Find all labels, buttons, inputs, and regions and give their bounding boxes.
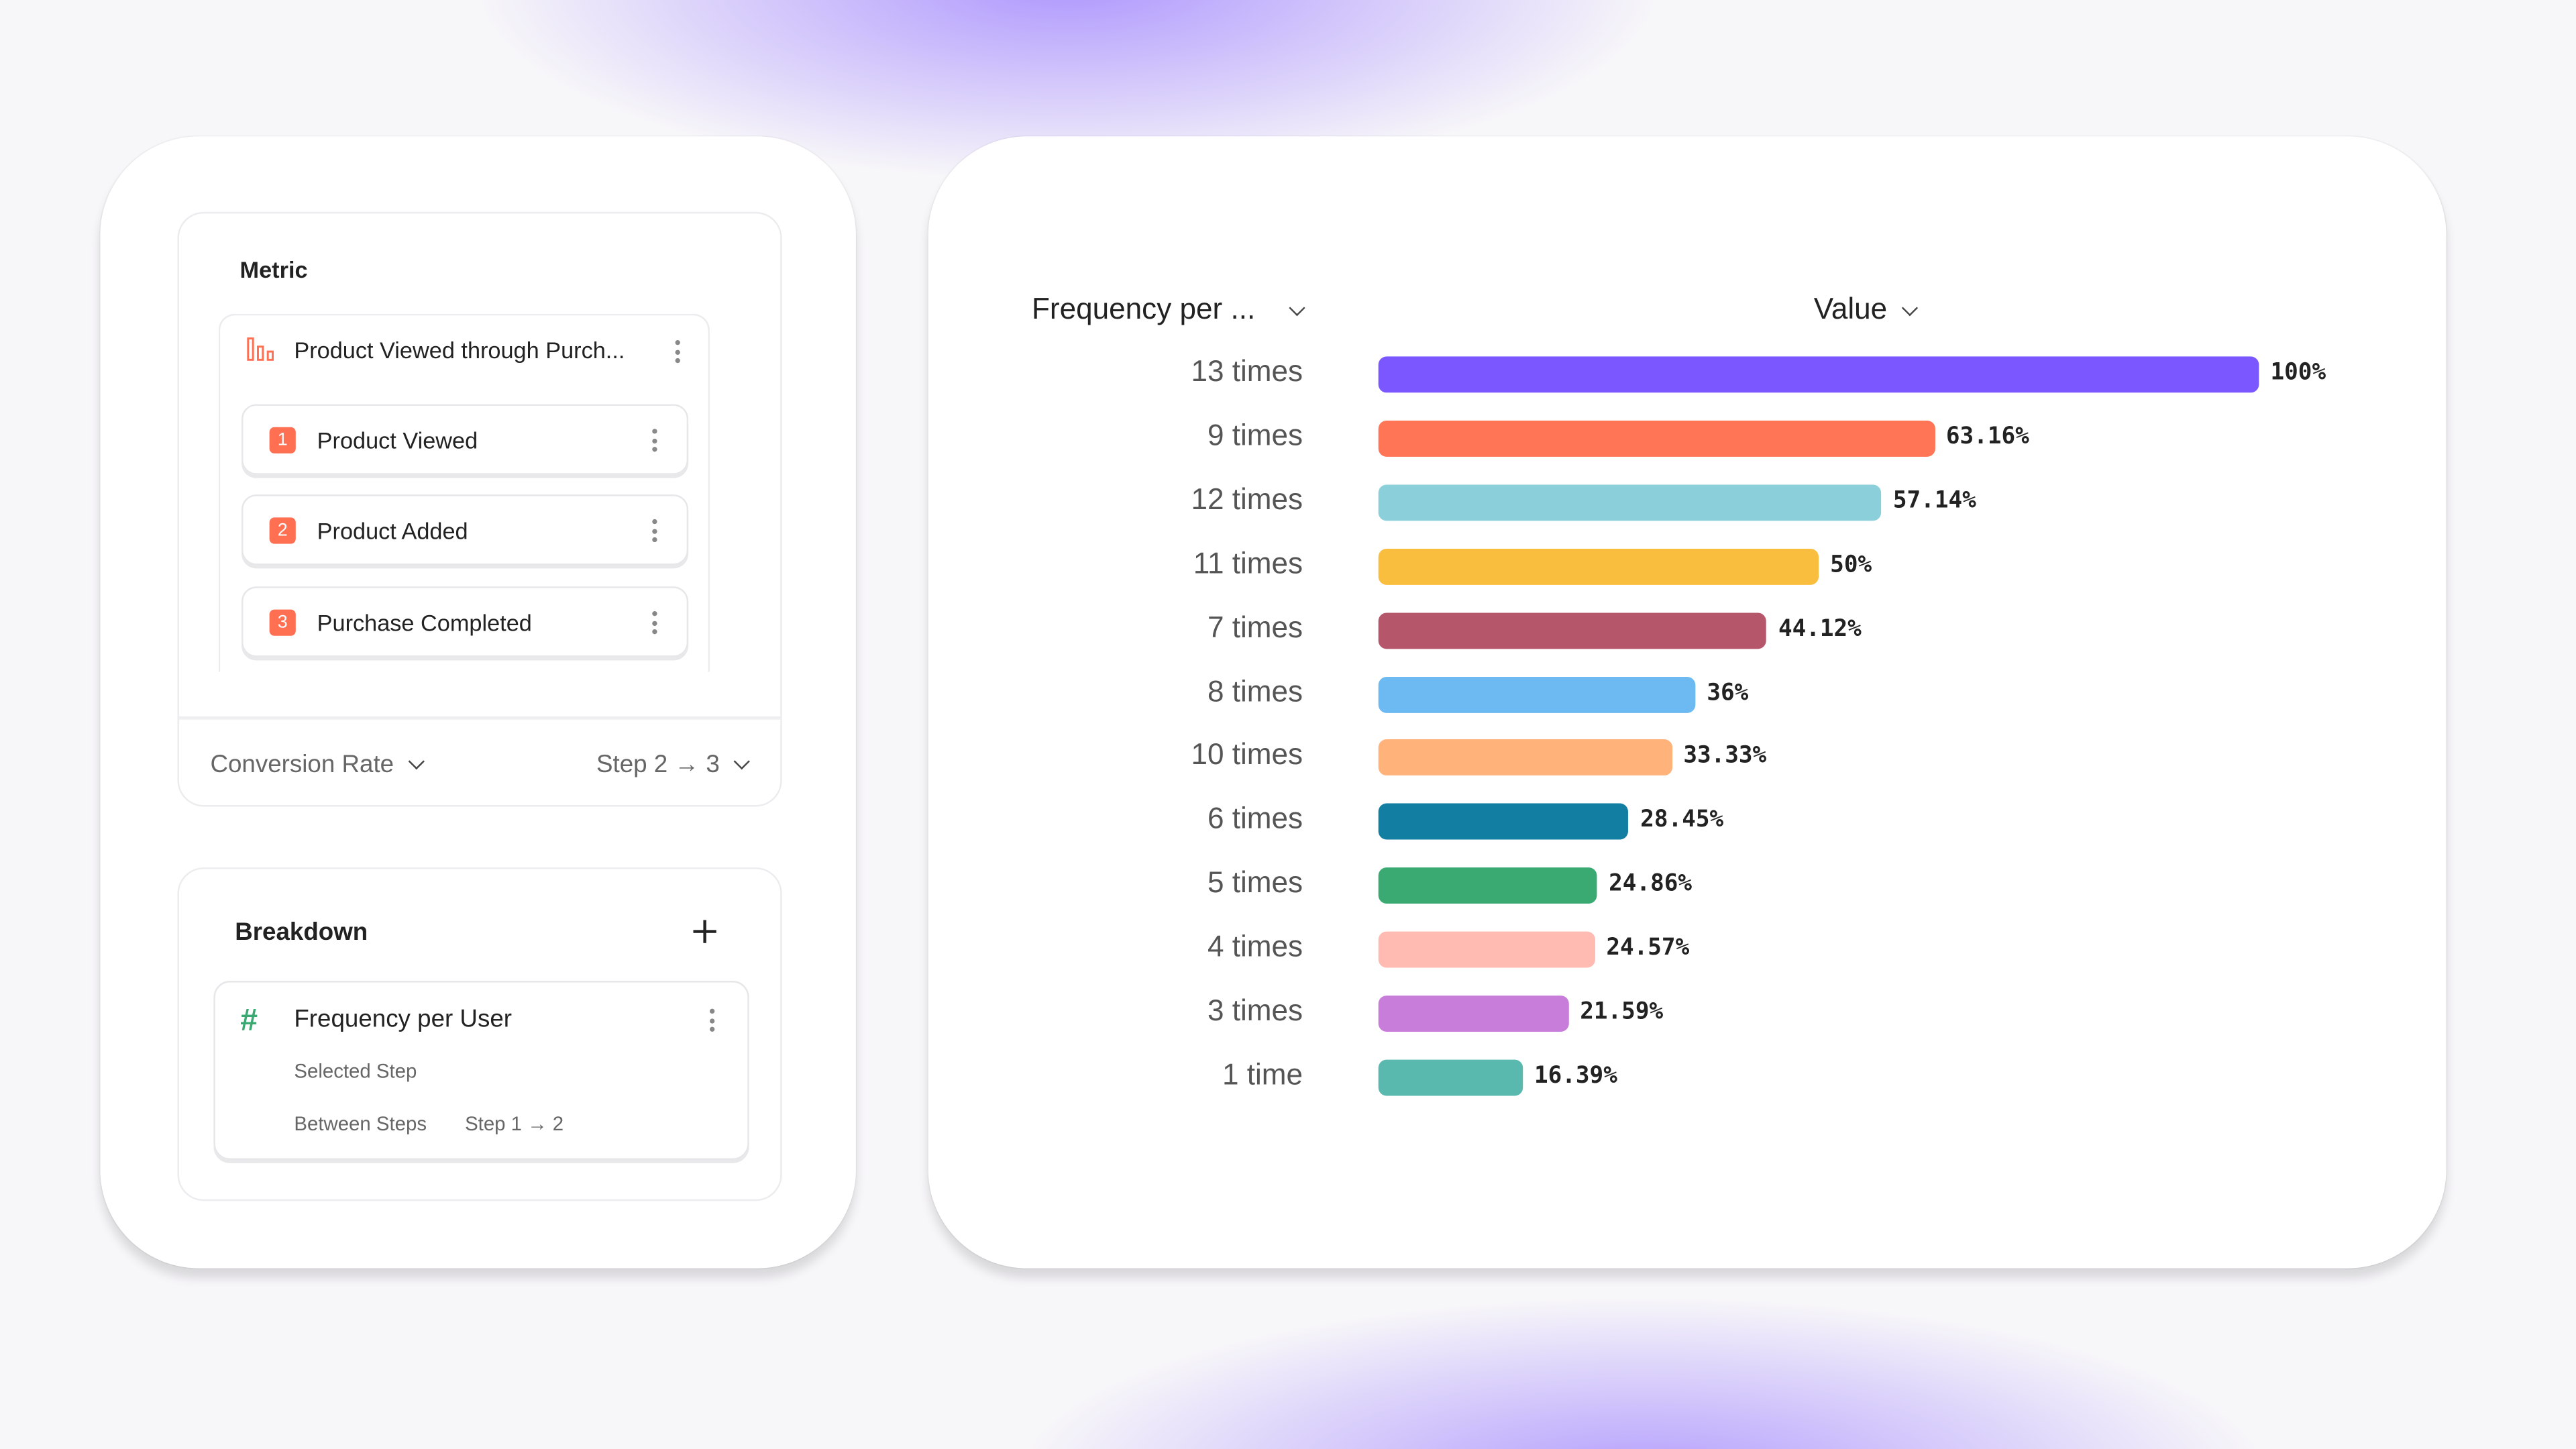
- category-label: 3 times: [1207, 994, 1303, 1027]
- bar-row: 7 times 44.12%: [928, 610, 2407, 649]
- step-number-badge: 3: [269, 608, 296, 635]
- bar[interactable]: [1378, 996, 1569, 1032]
- value-label: 24.86%: [1609, 871, 1693, 898]
- add-breakdown-button[interactable]: [692, 918, 718, 945]
- category-label: 10 times: [1191, 738, 1303, 771]
- selected-step-label: Selected Step: [294, 1059, 417, 1083]
- bar[interactable]: [1378, 804, 1629, 841]
- step-label: Product Viewed: [317, 426, 478, 453]
- bar[interactable]: [1378, 548, 1819, 585]
- step-label: Purchase Completed: [317, 608, 532, 635]
- bar[interactable]: [1378, 356, 2259, 393]
- chevron-down-icon: [1289, 300, 1305, 317]
- funnel-chart-icon: [246, 337, 276, 362]
- hash-icon: #: [239, 1004, 258, 1038]
- funnel-step-2[interactable]: 2 Product Added: [241, 494, 689, 566]
- value-label: 21.59%: [1580, 998, 1664, 1026]
- category-label: 6 times: [1207, 802, 1303, 835]
- metric-heading: Metric: [239, 256, 308, 283]
- chevron-down-icon: [733, 753, 750, 770]
- breakdown-section: Breakdown # Frequency per User Selected …: [177, 867, 782, 1201]
- value-label: 44.12%: [1778, 615, 1862, 642]
- between-steps-label: Between Steps: [294, 1112, 427, 1136]
- value-label: 16.39%: [1534, 1063, 1617, 1089]
- bar[interactable]: [1378, 1059, 1523, 1096]
- value-label: 24.57%: [1606, 934, 1690, 961]
- bar-row: 1 time 16.39%: [928, 1057, 2407, 1096]
- value-label: 28.45%: [1640, 807, 1724, 834]
- step-number-badge: 1: [269, 426, 296, 453]
- value-column-label: Value: [1813, 292, 1888, 325]
- value-dropdown[interactable]: Value: [1813, 292, 1918, 327]
- funnel-more-icon[interactable]: [675, 339, 682, 364]
- step-more-icon[interactable]: [652, 519, 659, 543]
- value-label: 100%: [2270, 360, 2326, 386]
- category-label: 5 times: [1207, 866, 1303, 900]
- breakdown-item[interactable]: # Frequency per User Selected Step Betwe…: [213, 981, 749, 1160]
- measure-value: Conversion Rate: [210, 751, 394, 779]
- category-label: 11 times: [1193, 546, 1303, 580]
- breakdown-item-name: Frequency per User: [294, 1005, 513, 1034]
- query-panel: Metric Product Viewed through Purch... 1…: [100, 136, 856, 1269]
- bar-row: 3 times 21.59%: [928, 994, 2407, 1032]
- step-more-icon[interactable]: [652, 611, 659, 635]
- bar-row: 5 times 24.86%: [928, 866, 2407, 904]
- step-range-value: Step 2 → 3: [596, 751, 720, 779]
- group-by-dropdown[interactable]: Frequency per ...: [1031, 292, 1305, 327]
- bar-row: 8 times 36%: [928, 674, 2407, 712]
- value-label: 57.14%: [1892, 487, 1976, 515]
- bar[interactable]: [1378, 867, 1598, 904]
- category-label: 13 times: [1191, 354, 1303, 388]
- measure-dropdown[interactable]: Conversion Rate: [210, 751, 425, 779]
- category-label: 12 times: [1191, 482, 1303, 516]
- chevron-down-icon: [408, 753, 425, 770]
- bar[interactable]: [1378, 740, 1672, 776]
- bar-row: 13 times 100%: [928, 354, 2407, 393]
- plus-icon: [693, 920, 716, 943]
- breakdown-more-icon[interactable]: [709, 1008, 716, 1032]
- step-more-icon[interactable]: [652, 429, 659, 452]
- chart-panel: Frequency per ... Value 13 times 100% 9 ti…: [928, 136, 2447, 1269]
- group-by-value: Frequency per ...: [1031, 292, 1256, 325]
- category-label: 4 times: [1207, 930, 1303, 963]
- value-label: 50%: [1830, 551, 1872, 578]
- bar-row: 10 times 33.33%: [928, 738, 2407, 776]
- funnel-step-1[interactable]: 1 Product Viewed: [241, 404, 689, 475]
- bar[interactable]: [1378, 420, 1935, 457]
- value-label: 33.33%: [1683, 743, 1767, 770]
- bar[interactable]: [1378, 676, 1696, 712]
- step-number-badge: 2: [269, 517, 296, 543]
- bar-row: 6 times 28.45%: [928, 802, 2407, 841]
- bar-chart: 13 times 100% 9 times 63.16% 12 times 57.14% 1…: [928, 354, 2447, 1112]
- bar-row: 12 times 57.14%: [928, 482, 2407, 521]
- step-label: Product Added: [317, 517, 468, 543]
- metric-section: Metric Product Viewed through Purch... 1…: [177, 211, 782, 807]
- divider: [178, 716, 781, 719]
- breakdown-heading: Breakdown: [235, 918, 368, 947]
- funnel-name[interactable]: Product Viewed through Purch...: [294, 337, 625, 364]
- funnel-group: Product Viewed through Purch... 1 Produc…: [218, 313, 710, 672]
- category-label: 7 times: [1207, 610, 1303, 644]
- value-label: 36%: [1707, 679, 1749, 706]
- bar-row: 11 times 50%: [928, 546, 2407, 585]
- category-label: 9 times: [1207, 419, 1303, 452]
- category-label: 8 times: [1207, 674, 1303, 708]
- bar[interactable]: [1378, 931, 1595, 968]
- funnel-step-3[interactable]: 3 Purchase Completed: [241, 586, 689, 657]
- bar-row: 4 times 24.57%: [928, 930, 2407, 968]
- between-steps-value: Step 1 → 2: [465, 1112, 564, 1136]
- category-label: 1 time: [1222, 1057, 1303, 1091]
- bar[interactable]: [1378, 484, 1882, 521]
- step-range-dropdown[interactable]: Step 2 → 3: [596, 751, 750, 779]
- bar-row: 9 times 63.16%: [928, 419, 2407, 457]
- value-label: 63.16%: [1945, 423, 2029, 450]
- bar[interactable]: [1378, 612, 1767, 649]
- chevron-down-icon: [1901, 300, 1918, 317]
